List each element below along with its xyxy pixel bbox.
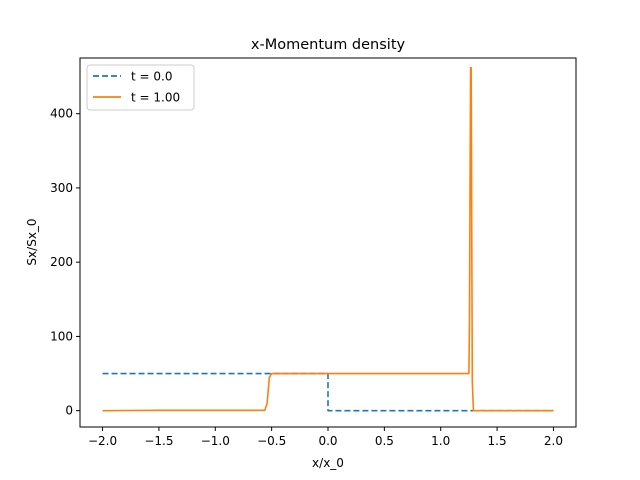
legend-label-t0: t = 0.0	[131, 70, 172, 84]
y-tick-label: 300	[50, 181, 73, 195]
x-tick-label: 2.0	[544, 434, 563, 448]
y-axis-label: Sx/Sx_0	[25, 218, 39, 265]
y-tick-label: 100	[50, 329, 73, 343]
legend: t = 0.0 t = 1.00	[86, 64, 195, 111]
legend-label-t1: t = 1.00	[131, 91, 180, 105]
x-tick-label: 0.5	[375, 434, 394, 448]
x-tick-label: 1.5	[488, 434, 507, 448]
y-tick-label: 400	[50, 107, 73, 121]
x-tick-label: −0.5	[257, 434, 286, 448]
x-tick-label: −2.0	[88, 434, 117, 448]
x-tick-label: −1.0	[201, 434, 230, 448]
y-tick-label: 200	[50, 255, 73, 269]
y-axis-ticks: 0 100 200 300 400	[50, 107, 80, 418]
series-layer	[102, 66, 554, 412]
series-line-0	[102, 372, 554, 412]
series-line-1	[102, 66, 554, 412]
chart-title: x-Momentum density	[251, 37, 406, 53]
x-tick-label: 1.0	[431, 434, 450, 448]
y-tick-label: 0	[65, 404, 73, 418]
x-axis-label: x/x_0	[312, 456, 344, 470]
x-tick-label: 0.0	[318, 434, 337, 448]
x-tick-label: −1.5	[144, 434, 173, 448]
x-axis-ticks: −2.0 −1.5 −1.0 −0.5 0.0 0.5 1.0 1.5 2.0	[88, 427, 563, 448]
